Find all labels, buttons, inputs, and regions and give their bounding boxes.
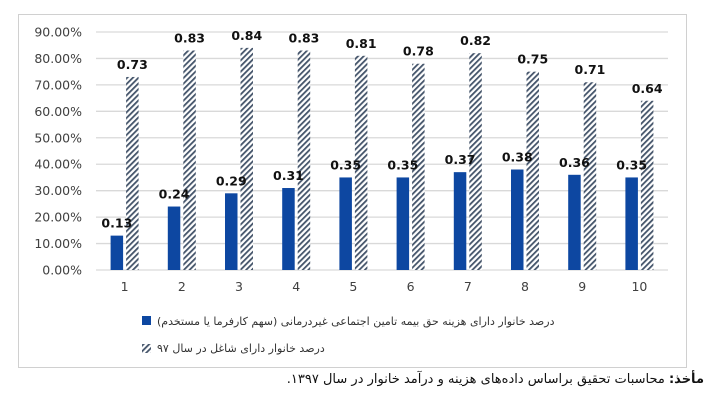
y-tick-label: 0.00% [42, 263, 82, 278]
bar-series-1 [625, 177, 638, 270]
bar-chart: 0.00% 10.00% 20.00% 30.00% 40.00% 50.00% 60.00… [34, 25, 668, 355]
x-axis-ticks: 1 2 3 4 5 6 7 8 9 10 [121, 279, 648, 294]
data-label-series-1: 0.13 [101, 216, 132, 231]
x-tick-label: 6 [407, 279, 415, 294]
x-tick-label: 7 [464, 279, 472, 294]
data-label-series-1: 0.35 [387, 157, 418, 172]
data-label-series-2: 0.78 [403, 44, 434, 59]
y-tick-label: 90.00% [34, 25, 82, 40]
bar-series-1 [225, 193, 238, 270]
bar-series-2 [240, 47, 253, 270]
data-label-series-2: 0.73 [117, 57, 148, 72]
data-label-series-2: 0.75 [517, 52, 548, 67]
data-label-series-2: 0.64 [632, 81, 663, 96]
bar-series-2 [526, 71, 539, 271]
x-tick-label: 2 [178, 279, 186, 294]
y-tick-label: 30.00% [34, 183, 82, 198]
legend-swatch-hatch [142, 344, 151, 353]
data-label-series-1: 0.31 [273, 168, 304, 183]
source-note: مأخذ: محاسبات تحقیق براساس داده‌های هزین… [287, 372, 704, 387]
y-tick-label: 80.00% [34, 51, 82, 66]
data-label-series-2: 0.71 [575, 62, 606, 77]
x-tick-label: 10 [631, 279, 647, 294]
bar-series-2 [469, 53, 482, 271]
bars: 0.13 0.73 0.24 0.83 0.29 0.84 0.31 0.83 0.35 0.81… [101, 28, 663, 271]
bar-series-2 [183, 50, 196, 271]
legend-swatch-solid [142, 316, 151, 325]
y-axis-ticks: 0.00% 10.00% 20.00% 30.00% 40.00% 50.00% 60.00… [34, 25, 82, 278]
source-label: مأخذ: [668, 372, 704, 387]
data-label-series-2: 0.82 [460, 33, 491, 48]
data-label-series-1: 0.36 [559, 155, 590, 170]
data-label-series-2: 0.84 [231, 28, 262, 43]
x-tick-label: 8 [521, 279, 529, 294]
x-tick-label: 3 [235, 279, 243, 294]
y-tick-label: 70.00% [34, 77, 82, 92]
bar-series-1 [453, 172, 467, 270]
bar-series-2 [126, 76, 139, 270]
y-tick-label: 10.00% [34, 236, 82, 251]
y-tick-label: 40.00% [34, 157, 82, 172]
data-label-series-1: 0.29 [216, 173, 247, 188]
bar-series-1 [396, 177, 410, 270]
bar-series-1 [167, 206, 181, 270]
data-label-series-2: 0.81 [346, 36, 377, 51]
x-tick-label: 4 [292, 279, 300, 294]
bar-series-2 [297, 50, 311, 271]
bar-series-2 [412, 63, 425, 270]
legend-label-series-1: درصد خانوار دارای هزینه حق بیمه تامین اج… [157, 315, 555, 329]
data-label-series-1: 0.38 [502, 150, 533, 165]
data-label-series-2: 0.83 [289, 31, 320, 46]
y-tick-label: 20.00% [34, 210, 82, 225]
bar-series-1 [511, 169, 524, 270]
legend: درصد خانوار دارای هزینه حق بیمه تامین اج… [142, 315, 555, 355]
y-tick-label: 60.00% [34, 104, 82, 119]
bar-series-2 [583, 82, 597, 270]
data-label-series-1: 0.24 [159, 187, 190, 202]
bar-series-1 [110, 235, 124, 270]
x-tick-label: 9 [578, 279, 586, 294]
data-label-series-1: 0.35 [616, 157, 647, 172]
bar-series-2 [354, 55, 368, 270]
bar-series-1 [282, 188, 295, 270]
y-tick-label: 50.00% [34, 130, 82, 145]
data-label-series-2: 0.83 [174, 31, 205, 46]
x-tick-label: 5 [349, 279, 357, 294]
x-tick-label: 1 [121, 279, 129, 294]
bar-series-1 [339, 177, 352, 270]
source-text: محاسبات تحقیق براساس داده‌های هزینه و در… [286, 372, 669, 387]
bar-series-1 [568, 174, 581, 270]
bar-series-2 [640, 100, 654, 270]
data-label-series-1: 0.37 [445, 152, 476, 167]
legend-label-series-2: درصد خانوار دارای شاغل در سال ۹۷ [157, 342, 325, 355]
data-label-series-1: 0.35 [330, 157, 361, 172]
